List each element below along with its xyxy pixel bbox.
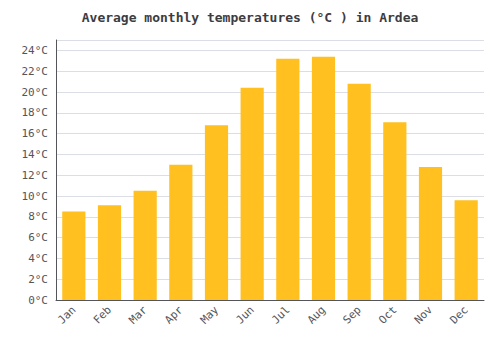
svg-text:Mar: Mar <box>127 303 150 326</box>
svg-text:Sep: Sep <box>341 303 364 326</box>
svg-text:16°C: 16°C <box>22 127 49 140</box>
svg-text:Jun: Jun <box>234 303 257 326</box>
svg-text:Aug: Aug <box>305 303 328 326</box>
svg-text:Apr: Apr <box>162 303 185 326</box>
svg-text:Nov: Nov <box>412 303 435 326</box>
svg-text:2°C: 2°C <box>28 273 48 286</box>
svg-text:6°C: 6°C <box>28 231 48 244</box>
svg-text:10°C: 10°C <box>22 190 49 203</box>
svg-text:24°C: 24°C <box>22 44 49 57</box>
svg-text:Jan: Jan <box>55 303 78 326</box>
svg-text:12°C: 12°C <box>22 169 49 182</box>
svg-text:8°C: 8°C <box>28 210 48 223</box>
svg-text:14°C: 14°C <box>22 148 49 161</box>
svg-text:22°C: 22°C <box>22 65 49 78</box>
svg-text:4°C: 4°C <box>28 252 48 265</box>
svg-text:18°C: 18°C <box>22 106 49 119</box>
svg-text:20°C: 20°C <box>22 86 49 99</box>
svg-text:Oct: Oct <box>376 303 399 326</box>
svg-text:Feb: Feb <box>91 303 114 326</box>
svg-text:May: May <box>198 303 221 326</box>
svg-text:0°C: 0°C <box>28 294 48 307</box>
svg-text:Dec: Dec <box>448 303 471 326</box>
svg-text:Average monthly temperatures (: Average monthly temperatures (°C ) in Ar… <box>82 10 419 25</box>
svg-text:Jul: Jul <box>269 303 292 326</box>
